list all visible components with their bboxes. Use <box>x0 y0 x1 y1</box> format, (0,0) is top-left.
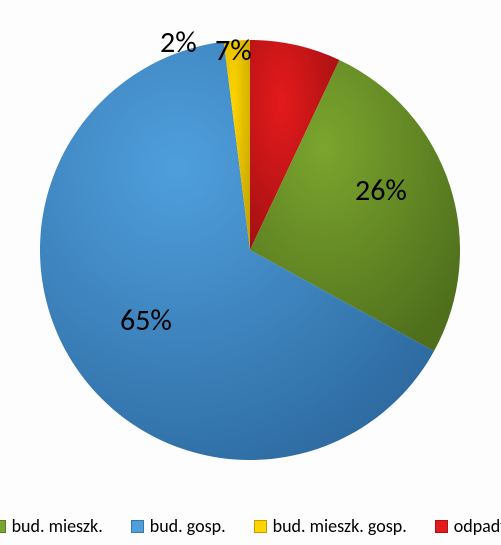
legend-swatch-bud_mieszk <box>0 520 6 533</box>
legend-item-bud_mieszk_gosp: bud. mieszk. gosp. <box>254 515 407 537</box>
legend-label-bud_gosp: bud. gosp. <box>150 515 226 537</box>
legend-label-bud_mieszk: bud. mieszk. <box>12 515 103 537</box>
legend-label-odpady: odpady <box>454 515 501 537</box>
legend: bud. mieszk. bud. gosp. bud. mieszk. gosp.… <box>0 515 501 537</box>
legend-swatch-bud_gosp <box>131 520 144 533</box>
legend-swatch-bud_mieszk_gosp <box>254 520 267 533</box>
slice-label-bud_mieszk: 26% <box>355 172 407 209</box>
pie-svg: 7% 26% 65% 2% <box>0 0 501 480</box>
legend-label-bud_mieszk_gosp: bud. mieszk. gosp. <box>273 515 407 537</box>
legend-item-bud_gosp: bud. gosp. <box>131 515 226 537</box>
pie-chart: 7%26%65%2% bud. mieszk.bud. gosp.bud. mi… <box>0 0 501 545</box>
slice-label-odpady: 7% <box>215 32 252 69</box>
slice-label-bud_mieszk_gosp: 2% <box>160 24 197 61</box>
legend-item-bud_mieszk: bud. mieszk. <box>0 515 103 537</box>
slice-label-bud_gosp: 65% <box>120 302 172 339</box>
legend-swatch-odpady <box>435 520 448 533</box>
legend-item-odpady: odpady <box>435 515 501 537</box>
